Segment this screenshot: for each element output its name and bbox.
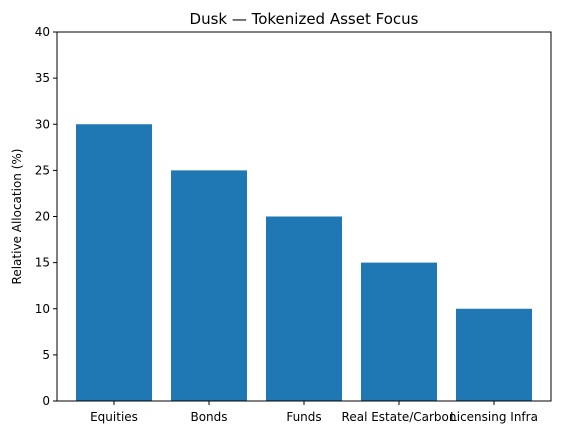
bar-real-estate-carbon bbox=[361, 262, 437, 401]
plot-frame bbox=[56, 31, 552, 402]
y-tick-label: 5 bbox=[42, 348, 50, 362]
bar-bonds bbox=[171, 170, 247, 401]
x-tick-label: Funds bbox=[286, 410, 321, 424]
y-axis-ticks: 0 5 10 15 20 25 30 35 40 bbox=[35, 25, 57, 408]
bars-group bbox=[76, 124, 532, 401]
y-tick-label: 35 bbox=[35, 71, 50, 85]
y-tick-label: 20 bbox=[35, 210, 50, 224]
y-tick-label: 10 bbox=[35, 302, 50, 316]
bar-funds bbox=[266, 216, 342, 401]
y-axis-label: Relative Allocation (%) bbox=[10, 149, 24, 285]
y-tick-label: 40 bbox=[35, 25, 50, 39]
chart-title: Dusk — Tokenized Asset Focus bbox=[190, 10, 419, 28]
y-tick-label: 0 bbox=[42, 394, 50, 408]
y-tick-label: 15 bbox=[35, 256, 50, 270]
bar-licensing-infra bbox=[456, 308, 532, 401]
bar-equities bbox=[76, 124, 152, 401]
x-tick-label: Equities bbox=[90, 410, 138, 424]
x-tick-label: Licensing Infra bbox=[450, 410, 538, 424]
y-tick-label: 25 bbox=[35, 163, 50, 177]
x-tick-label: Real Estate/Carbon bbox=[342, 410, 457, 424]
y-tick-label: 30 bbox=[35, 117, 50, 131]
x-tick-label: Bonds bbox=[190, 410, 227, 424]
x-axis-ticks: Equities Bonds Funds Real Estate/CarbonLice… bbox=[90, 401, 538, 424]
